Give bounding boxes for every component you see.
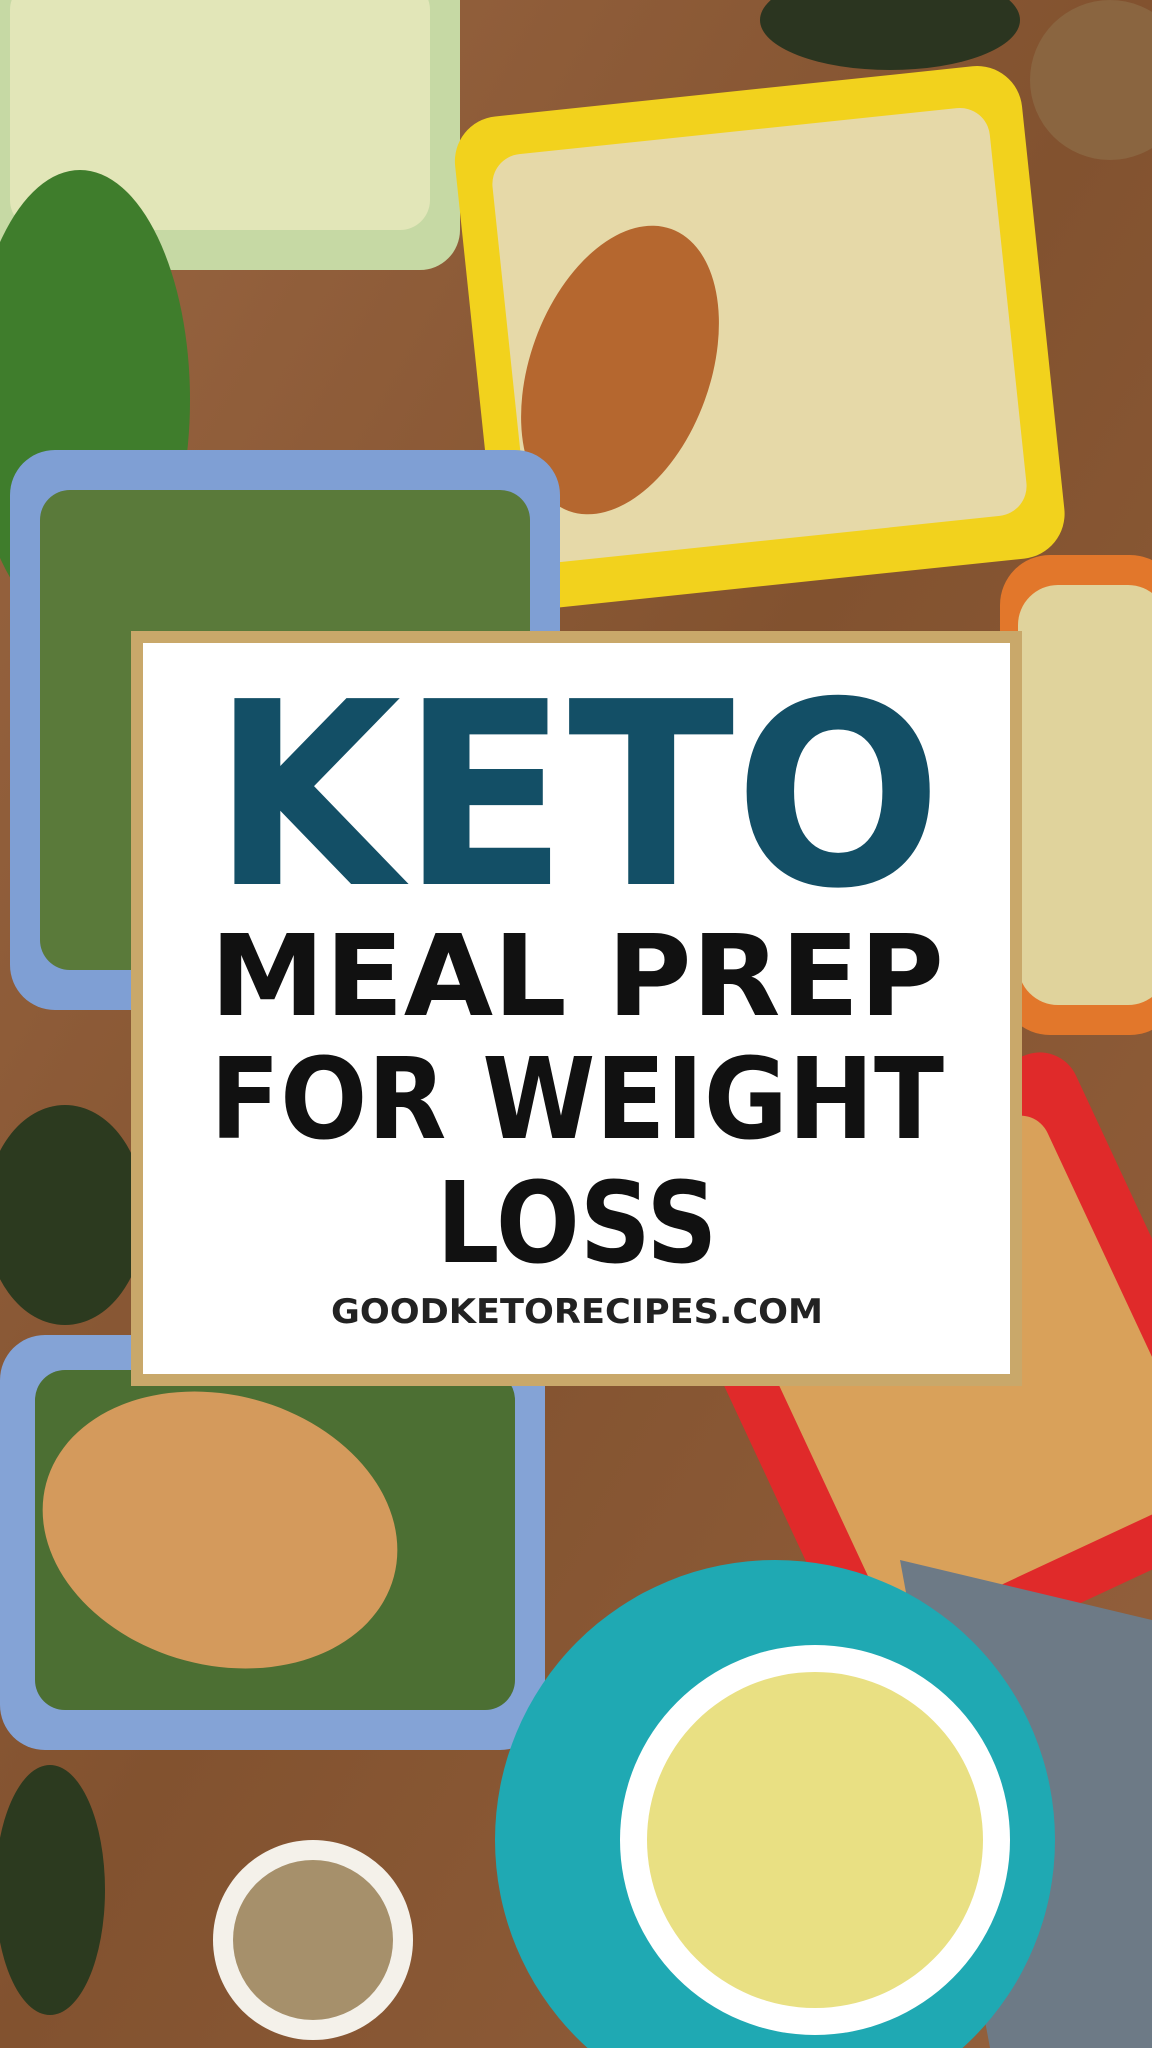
subtitle-line: FOR WEIGHT [210, 1035, 944, 1165]
website: GOODKETORECIPES.COM [331, 1292, 823, 1332]
soup [647, 1672, 983, 2008]
avocado [0, 1765, 105, 2015]
headline: KETO [212, 648, 942, 945]
subtitle-line: MEAL PREP [210, 912, 944, 1042]
seeds [233, 1860, 393, 2020]
coconut [1030, 0, 1152, 160]
subtitle-line: LOSS [437, 1159, 718, 1289]
title-box [131, 631, 1022, 1386]
cauliflower-rice [1018, 585, 1152, 1005]
avocado [0, 1105, 145, 1325]
zucchini-noodles [10, 0, 430, 230]
grilled-chicken [521, 225, 719, 515]
avocado [760, 0, 1020, 70]
chicken-breast [42, 1391, 398, 1669]
